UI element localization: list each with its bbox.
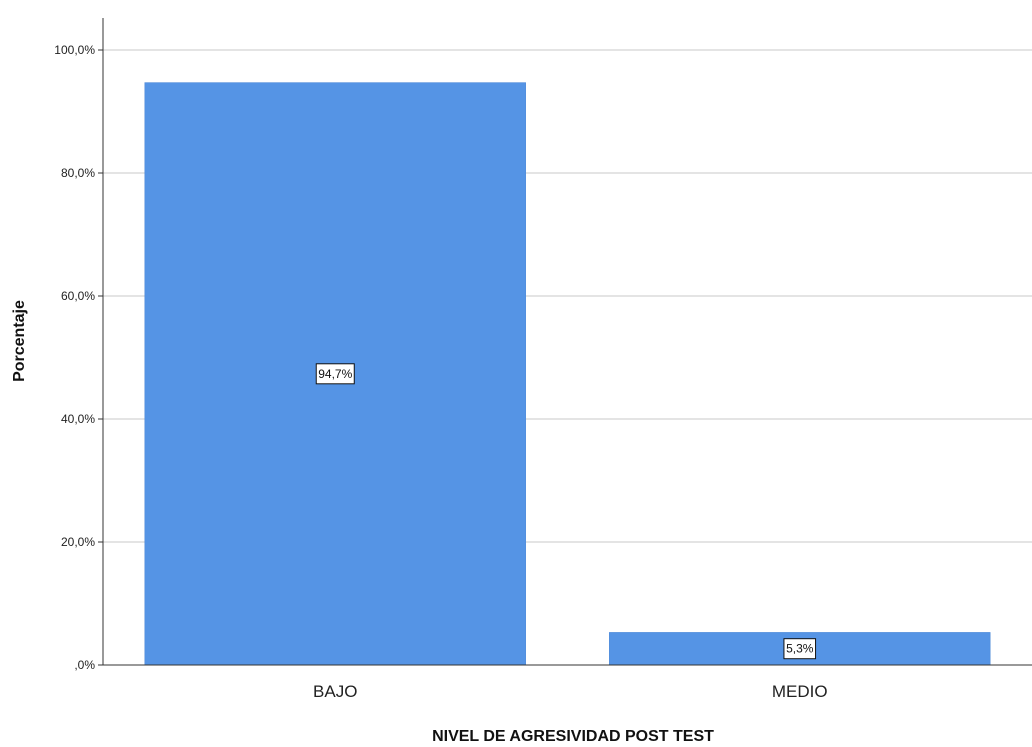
y-tick-label: 60,0% <box>61 289 95 303</box>
y-tick-label: 80,0% <box>61 166 95 180</box>
axes <box>102 18 1032 666</box>
x-tick-label: BAJO <box>313 682 357 701</box>
y-tick-label: 100,0% <box>54 43 95 57</box>
y-tick-label: 40,0% <box>61 412 95 426</box>
data-label: 5,3% <box>786 642 814 656</box>
y-tick-labels: ,0% 20,0% 40,0% 60,0% 80,0% 100,0% <box>54 43 103 672</box>
y-tick-label: 20,0% <box>61 535 95 549</box>
data-label-box <box>783 638 817 660</box>
x-tick-labels: BAJO MEDIO <box>313 682 828 701</box>
x-tick-label: MEDIO <box>772 682 828 701</box>
x-axis-title: NIVEL DE AGRESIVIDAD POST TEST <box>432 728 714 745</box>
y-tick-label: ,0% <box>74 658 95 672</box>
data-labels: 94,7% 5,3% <box>315 363 817 660</box>
data-label: 94,7% <box>318 367 352 381</box>
bars <box>144 82 991 666</box>
y-axis-title: Porcentaje <box>11 300 28 382</box>
data-label-box <box>315 363 355 385</box>
